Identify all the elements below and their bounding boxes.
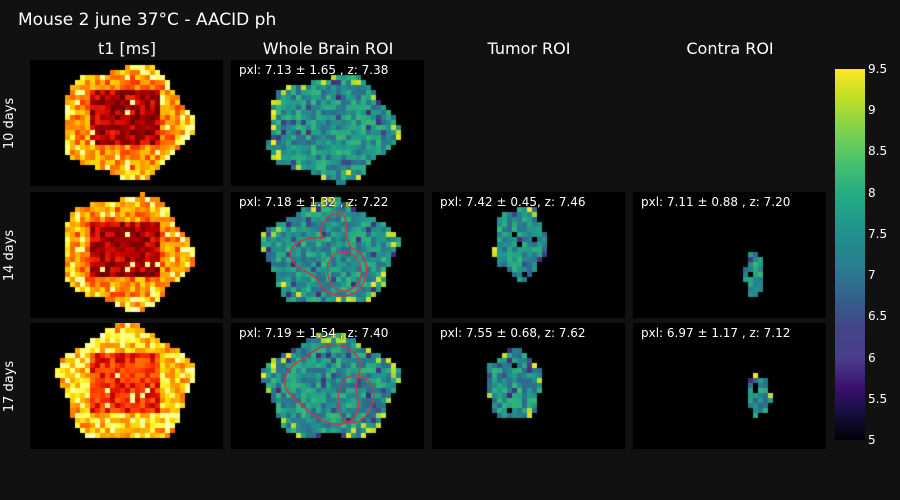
colorbar-tick-label: 8: [868, 185, 876, 200]
annotation-contra-17-days: pxl: 6.97 ± 1.17 , z: 7.12: [641, 326, 791, 340]
annotation-whole-brain-17-days: pxl: 7.19 ± 1.54 , z: 7.40: [239, 326, 389, 340]
tumor-contour-17-days: [283, 344, 375, 426]
panel-contra-17-days: pxl: 6.97 ± 1.17 , z: 7.12: [633, 323, 826, 449]
annotation-tumor-17-days: pxl: 7.55 ± 0.68, z: 7.62: [440, 326, 586, 340]
colorbar-tick-label: 6: [868, 350, 876, 365]
panel-whole-brain-14-days: pxl: 7.18 ± 1.32 , z: 7.22: [231, 192, 424, 318]
panel-t1-10-days: [30, 60, 223, 186]
annotation-tumor-14-days: pxl: 7.42 ± 0.45, z: 7.46: [440, 195, 586, 209]
panel-tumor-14-days: pxl: 7.42 ± 0.45, z: 7.46: [432, 192, 625, 318]
panel-tumor-17-days: pxl: 7.55 ± 0.68, z: 7.62: [432, 323, 625, 449]
annotation-whole-brain-10-days: pxl: 7.13 ± 1.65 , z: 7.38: [239, 63, 389, 77]
annotation-whole-brain-14-days: pxl: 7.18 ± 1.32 , z: 7.22: [239, 195, 389, 209]
colorbar: [835, 69, 865, 440]
colorbar-tick-label: 6.5: [868, 309, 888, 324]
colorbar-tick-label: 7.5: [868, 226, 888, 241]
row-label-14-days: 14 days: [2, 229, 18, 281]
column-title-contra: Contra ROI: [686, 39, 774, 58]
tumor-contour-14-days: [289, 212, 368, 297]
column-title-t1: t1 [ms]: [98, 39, 156, 58]
panel-whole-brain-17-days: pxl: 7.19 ± 1.54 , z: 7.40: [231, 323, 424, 449]
annotation-contra-14-days: pxl: 7.11 ± 0.88 , z: 7.20: [641, 195, 791, 209]
column-title-whole-brain: Whole Brain ROI: [262, 39, 394, 58]
colorbar-tick-label: 8.5: [868, 144, 888, 159]
figure-title: Mouse 2 june 37°C - AACID ph: [18, 10, 277, 30]
panel-contra-14-days: pxl: 7.11 ± 0.88 , z: 7.20: [633, 192, 826, 318]
colorbar-tick-label: 7: [868, 268, 876, 283]
panel-whole-brain-10-days: pxl: 7.13 ± 1.65 , z: 7.38: [231, 60, 424, 186]
row-label-10-days: 10 days: [2, 97, 18, 149]
colorbar-tick-label: 9.5: [868, 62, 888, 76]
panel-t1-17-days: [30, 323, 223, 449]
colorbar-tick-label: 5: [868, 433, 876, 447]
colorbar-tick-label: 5.5: [868, 391, 888, 406]
panel-t1-14-days: [30, 192, 223, 318]
row-label-17-days: 17 days: [2, 360, 18, 412]
column-title-tumor: Tumor ROI: [487, 39, 571, 58]
colorbar-tick-label: 9: [868, 103, 876, 118]
